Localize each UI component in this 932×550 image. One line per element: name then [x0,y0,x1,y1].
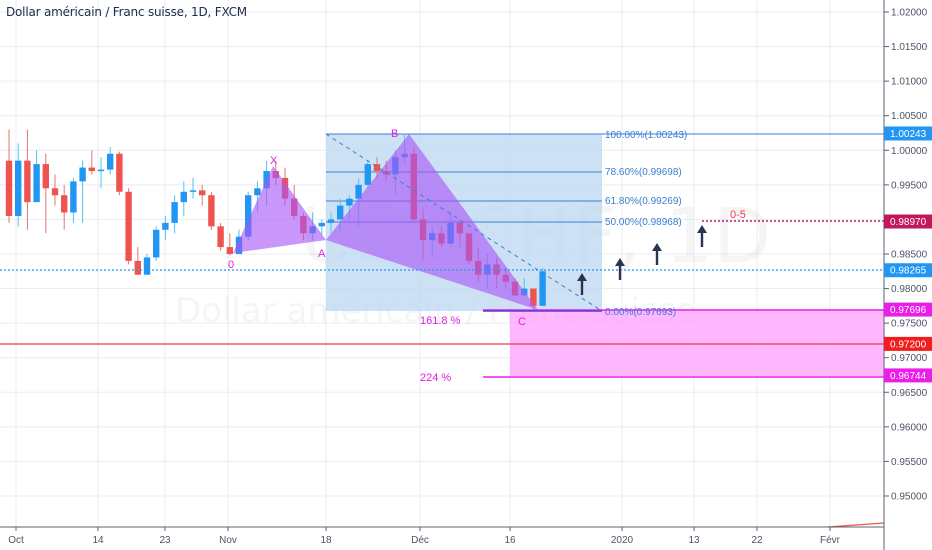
price-tag [884,126,932,141]
point-label-c: C [518,316,526,328]
candle [162,222,169,230]
price-tag [884,302,932,317]
extension-label-1618: 161.8 % [420,315,461,327]
harmonic-pattern[interactable] [233,134,538,310]
candle [171,202,178,223]
candle [346,198,353,206]
time-tick-label: 22 [751,535,763,546]
price-tick-label: 1.02000 [891,8,928,19]
price-axis[interactable]: 1.02000 1.01500 1.01000 1.00500 1.00000 0.995… [884,8,928,503]
time-tick-label: 13 [688,535,700,546]
price-tag [884,214,932,229]
target-label-0-5: 0-5 [730,209,746,221]
candle [15,160,22,216]
price-tag [884,263,932,278]
candle [263,171,270,189]
trend-line-segment[interactable] [827,522,885,528]
up-arrows [577,225,707,295]
price-tick-label: 0.99500 [891,180,928,191]
price-tick-label: 0.95500 [891,457,928,468]
candle [327,219,335,223]
price-tick-label: 1.00500 [891,111,928,122]
candle [107,153,114,170]
price-tick-label: 1.00000 [891,146,928,157]
price-tick-label: 1.01500 [891,42,928,53]
target-zone[interactable] [510,310,884,376]
candle [88,167,95,172]
candle [61,195,68,213]
price-tick-label: 0.96000 [891,422,928,433]
candle [5,160,13,216]
price-tick-label: 0.97000 [891,353,928,364]
candle [79,167,86,182]
candle [208,195,215,227]
chart-title: Dollar américain / Franc suisse, 1D, FXC… [6,5,247,19]
price-tag [884,368,932,383]
fib-label-50: 50.00%(0.98968) [605,217,682,228]
fib-label-0: 0.00%(0.97693) [605,307,676,318]
candle [217,226,224,248]
time-tick-label: 23 [159,535,171,546]
candle [125,191,132,261]
price-tag [884,336,932,351]
candle [245,195,252,237]
candle [116,153,123,192]
price-tag-label: 0.98970 [890,217,927,228]
extension-label-224: 224 % [420,372,451,384]
time-axis[interactable]: Oct 14 23 Nov 18 Déc 16 2020 13 22 Févr [8,527,841,546]
candle [226,247,233,254]
time-tick-label: 18 [320,535,332,546]
price-tag-label: 0.98265 [890,266,927,277]
candle [51,188,59,196]
candle [33,164,40,203]
price-tag-label: 0.97200 [890,339,927,350]
price-tag-label: 0.96744 [890,371,927,382]
candle [70,181,77,213]
price-tick-label: 0.97500 [891,319,928,330]
time-tick-label: Févr [820,535,841,546]
candle [199,190,206,196]
candle [24,160,31,203]
fib-label-618: 61.80%(0.99269) [605,196,682,207]
point-label-b: B [391,128,398,140]
time-tick-label: Oct [8,535,24,546]
time-tick-label: 16 [504,535,516,546]
candle [97,169,105,172]
candle [355,184,362,199]
candle [153,229,160,258]
candle [42,164,49,189]
candle [337,205,344,220]
point-label-0: 0 [228,259,234,271]
time-tick-label: 2020 [611,535,634,546]
point-label-x: X [270,155,278,167]
price-tick-label: 0.96500 [891,388,928,399]
time-tick-label: Nov [219,535,237,546]
time-tick-label: Déc [411,535,429,546]
candle [254,188,261,196]
candle [318,222,325,227]
price-tick-label: 1.01000 [891,77,928,88]
price-tag-label: 1.00243 [890,129,927,140]
price-tick-label: 0.98000 [891,284,928,295]
candle [364,164,371,185]
candle [180,191,187,203]
price-tick-label: 0.98500 [891,249,928,260]
price-tick-label: 0.95000 [891,491,928,502]
pattern-triangle-0xa[interactable] [233,166,326,253]
candle [143,257,151,275]
candle [134,260,141,275]
pattern-triangle-abc[interactable] [326,134,538,310]
time-tick-label: 14 [92,535,104,546]
fib-label-786: 78.60%(0.99698) [605,167,682,178]
fib-label-100: 100.00%(1.00243) [605,130,687,141]
candle [373,164,381,172]
price-tag-label: 0.97696 [890,305,927,316]
fib-trend-line[interactable] [325,133,603,312]
candle [530,288,537,306]
point-label-a: A [318,248,326,260]
price-tags: 1.00243 0.98970 0.98265 0.97696 0.97200 0.967… [884,126,932,383]
candle [539,271,546,306]
candle [189,190,197,192]
